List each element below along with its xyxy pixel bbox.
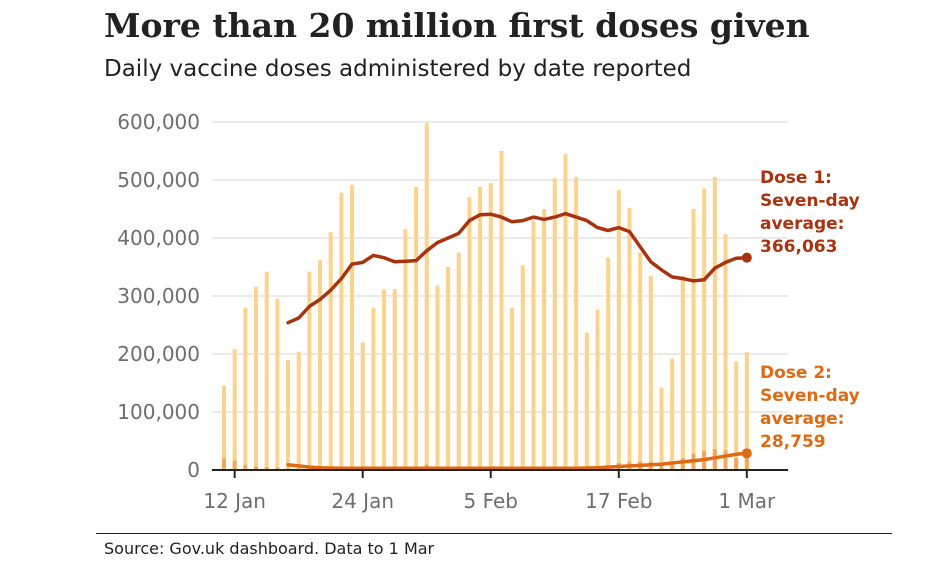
y-tick-label: 0 xyxy=(187,458,200,482)
dose2-bar xyxy=(734,458,739,470)
dose1-bar xyxy=(371,307,376,470)
dose1-bar xyxy=(648,275,653,470)
dose2-bar xyxy=(659,463,664,470)
dose1-annotation-line: Seven-day xyxy=(760,191,860,211)
dose2-average-line xyxy=(286,451,749,471)
source-note: Source: Gov.uk dashboard. Data to 1 Mar xyxy=(104,539,435,558)
dose1-average-line xyxy=(286,211,749,325)
dose2-bar xyxy=(264,467,269,470)
dose1-bar xyxy=(456,252,461,470)
dose1-bar xyxy=(392,289,397,470)
chart-subtitle: Daily vaccine doses administered by date… xyxy=(104,56,692,82)
dose1-bar xyxy=(328,232,333,470)
dose1-bar xyxy=(552,178,557,470)
y-axis-tick-labels: 0 100,000 200,000 300,000 400,000 500,000 600,… xyxy=(117,110,200,482)
annotations: Dose 1: Seven-day average: 366,063 Dose 2: Se… xyxy=(760,168,860,452)
x-tick-label: 12 Jan xyxy=(203,489,266,513)
dose1-bar xyxy=(414,186,419,470)
x-axis: 12 Jan 24 Jan 5 Feb 17 Feb 1 Mar xyxy=(203,469,788,513)
dose2-annotation-line: 28,759 xyxy=(760,432,826,452)
dose1-bar xyxy=(542,209,547,470)
dose1-bar xyxy=(232,349,237,470)
dose1-bar xyxy=(627,207,632,470)
dose2-bar xyxy=(243,464,248,470)
dose2-annotation-line: Seven-day xyxy=(760,386,860,406)
dose1-bar xyxy=(510,307,515,470)
source-divider xyxy=(96,533,892,534)
y-tick-label: 200,000 xyxy=(117,342,200,366)
dose1-bar xyxy=(307,271,312,470)
dose1-bar xyxy=(243,307,248,470)
dose1-bar xyxy=(702,188,707,470)
dose1-annotation-line: average: xyxy=(760,214,844,234)
dose2-bar xyxy=(222,458,226,470)
x-tick-label: 5 Feb xyxy=(464,489,519,513)
dose1-bar xyxy=(446,267,451,470)
dose1-bar xyxy=(339,192,344,470)
y-tick-label: 600,000 xyxy=(117,110,200,134)
dose1-bar xyxy=(723,233,728,470)
vaccine-doses-chart: 0 100,000 200,000 300,000 400,000 500,000 600,… xyxy=(117,110,860,513)
dose1-annotation-line: 366,063 xyxy=(760,237,837,257)
dose2-bar xyxy=(723,450,728,470)
dose1-bar xyxy=(574,177,579,470)
dose1-bar xyxy=(264,271,269,470)
dose1-bar xyxy=(296,351,301,470)
dose1-bar xyxy=(680,275,685,470)
dose1-annotation-line: Dose 1: xyxy=(760,168,832,188)
dose1-bar xyxy=(424,123,429,470)
x-tick-label: 24 Jan xyxy=(331,489,394,513)
x-tick-label: 1 Mar xyxy=(718,489,776,513)
dose1-bar xyxy=(584,332,589,470)
y-tick-label: 300,000 xyxy=(117,284,200,308)
y-tick-label: 400,000 xyxy=(117,226,200,250)
dose1-bar xyxy=(488,182,493,470)
dose1-bar xyxy=(478,186,483,470)
dose1-bar xyxy=(382,289,387,470)
dose2-bar xyxy=(670,461,675,470)
dose1-bar xyxy=(659,387,664,470)
average-lines xyxy=(286,211,752,471)
x-tick-label: 17 Feb xyxy=(585,489,652,513)
dose2-bar xyxy=(275,467,280,470)
dose1-bars xyxy=(222,123,749,471)
dose1-bar xyxy=(435,285,440,470)
dose2-bar xyxy=(744,455,749,470)
dose2-bar xyxy=(680,458,685,470)
dose1-bar xyxy=(275,298,280,470)
dose1-bar xyxy=(222,385,226,470)
dose1-bar xyxy=(499,151,504,470)
dose1-bar xyxy=(360,342,365,470)
dose1-bar xyxy=(531,220,536,470)
dose1-bar xyxy=(403,229,408,470)
dose1-bar xyxy=(563,153,568,470)
dose1-bar xyxy=(286,359,291,470)
dose1-bar xyxy=(712,177,717,470)
dose2-bar xyxy=(254,466,259,470)
dose1-bar xyxy=(638,252,643,470)
dose1-bar xyxy=(467,197,472,470)
dose1-bar xyxy=(616,189,621,471)
dose1-bar xyxy=(670,358,675,470)
chart-title: More than 20 million first doses given xyxy=(104,6,810,45)
dose1-bar xyxy=(318,260,323,470)
dose2-bar xyxy=(232,460,237,470)
dose2-annotation-line: Dose 2: xyxy=(760,363,832,383)
dose2-annotation-line: average: xyxy=(760,409,844,429)
dose1-bar xyxy=(254,286,259,470)
y-tick-label: 500,000 xyxy=(117,168,200,192)
dose1-bar xyxy=(520,265,525,470)
dose1-bar xyxy=(691,209,696,470)
dose1-endpoint-dot xyxy=(741,252,752,263)
dose2-endpoint-dot xyxy=(741,448,752,459)
y-tick-label: 100,000 xyxy=(117,400,200,424)
dose1-bar xyxy=(606,257,611,470)
dose1-bar xyxy=(350,184,355,470)
dose1-bar xyxy=(734,361,739,470)
dose1-bar xyxy=(595,309,600,470)
dose1-bar xyxy=(744,352,749,470)
